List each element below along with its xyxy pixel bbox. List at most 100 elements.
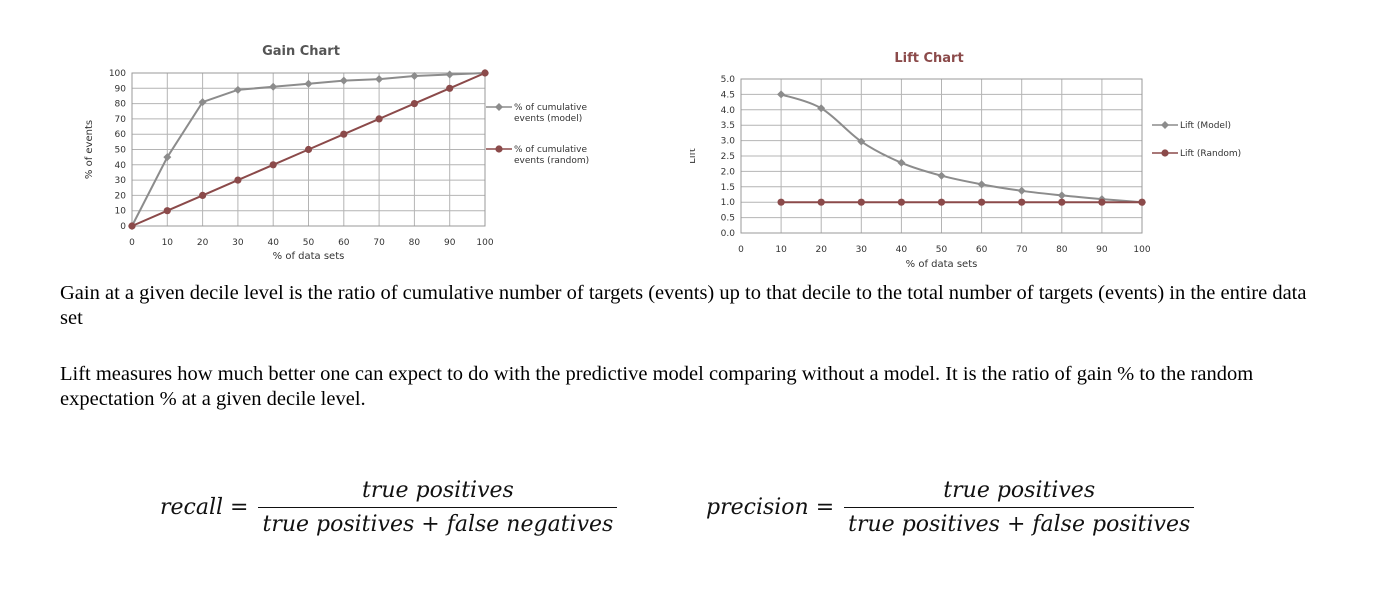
x-tick-label: 40 — [267, 238, 279, 248]
recall-numerator: true positives — [362, 478, 514, 503]
recall-denominator: true positives + false negatives — [258, 507, 618, 537]
series-1-point — [777, 198, 785, 206]
x-tick-label: 100 — [1133, 245, 1150, 255]
y-tick-label: 2.5 — [721, 152, 735, 162]
legend-label: % of cumulative — [514, 145, 587, 155]
legend-label: Lift (Random) — [1180, 149, 1241, 159]
y-tick-label: 80 — [115, 100, 127, 110]
series-1-point — [128, 222, 136, 230]
x-tick-label: 100 — [476, 238, 493, 248]
series-0-point — [198, 98, 207, 107]
chart-title: Gain Chart — [262, 44, 340, 59]
x-tick-label: 0 — [738, 245, 744, 255]
recall-formula: recall = true positives true positives +… — [160, 478, 618, 537]
plot-frame — [131, 72, 486, 227]
series-1-point — [410, 100, 418, 108]
x-tick-label: 0 — [129, 238, 135, 248]
y-tick-label: 40 — [115, 161, 127, 171]
series-0-point — [1017, 186, 1026, 195]
series-1-point — [269, 161, 277, 169]
series-0-point — [937, 171, 946, 180]
series-1-point — [978, 198, 986, 206]
y-tick-label: 3.5 — [721, 121, 735, 131]
x-tick-label: 20 — [197, 238, 209, 248]
precision-numerator: true positives — [943, 478, 1096, 503]
x-tick-label: 20 — [815, 245, 827, 255]
y-tick-label: 0.5 — [721, 214, 735, 224]
x-tick-label: 90 — [444, 238, 456, 248]
x-tick-label: 80 — [1056, 245, 1068, 255]
x-tick-label: 40 — [896, 245, 908, 255]
series-0-point — [857, 137, 866, 146]
series-0-point — [375, 75, 384, 84]
legend-label: events (random) — [514, 156, 589, 166]
gain-definition: Gain at a given decile level is the rati… — [60, 282, 1307, 329]
series-1-point — [199, 191, 207, 199]
series-0-point — [304, 79, 313, 88]
series-1-point — [234, 176, 242, 184]
series-1-point — [481, 69, 489, 77]
y-tick-label: 1.5 — [721, 183, 735, 193]
y-tick-label: 1.0 — [721, 198, 736, 208]
x-tick-label: 70 — [373, 238, 385, 248]
y-tick-label: 70 — [115, 115, 127, 125]
y-axis-title: Lift — [690, 148, 698, 164]
gain-chart: Gain Chart 0 10 20 30 40 50 60 70 80 90 100 0 10 20 30 4… — [84, 44, 589, 262]
series-0-point — [897, 158, 906, 167]
series-0-point — [777, 90, 786, 99]
recall-fraction: true positives true positives + false ne… — [258, 478, 618, 537]
y-tick-label: 90 — [115, 84, 127, 94]
plot-frame — [740, 78, 1143, 234]
recall-lhs: recall = — [160, 495, 249, 520]
series-0-point — [233, 85, 242, 94]
y-tick-label: 50 — [115, 146, 127, 156]
series-1-point — [1161, 149, 1169, 157]
x-tick-label: 60 — [976, 245, 988, 255]
legend-label: events (model) — [514, 114, 582, 124]
x-tick-label: 10 — [162, 238, 174, 248]
series-0-point — [410, 72, 419, 81]
x-tick-label: 70 — [1016, 245, 1028, 255]
series-0-point — [163, 153, 172, 162]
x-tick-label: 50 — [936, 245, 948, 255]
series-1-point — [817, 198, 825, 206]
x-tick-label: 60 — [338, 238, 350, 248]
series-1-point — [446, 84, 454, 92]
y-tick-label: 2.0 — [721, 167, 736, 177]
series-0-point — [339, 76, 348, 85]
series-0-point — [977, 180, 986, 189]
series-1-point — [857, 198, 865, 206]
lift-definition: Lift measures how much better one can ex… — [60, 363, 1254, 410]
precision-denominator: true positives + false positives — [844, 507, 1195, 537]
y-tick-label: 20 — [115, 191, 127, 201]
series-1-point — [163, 207, 171, 215]
y-tick-label: 10 — [115, 207, 127, 217]
x-axis-title: % of data sets — [273, 251, 345, 262]
series-0-point — [1057, 191, 1066, 200]
y-axis-title: % of events — [84, 120, 95, 179]
series-1-point — [495, 145, 503, 153]
series-1-point — [340, 130, 348, 138]
y-tick-label: 0 — [120, 222, 126, 232]
series-0-point — [817, 104, 826, 113]
x-tick-label: 30 — [232, 238, 244, 248]
series-0-point — [1161, 121, 1169, 129]
x-tick-label: 50 — [303, 238, 315, 248]
series-1-point — [897, 198, 905, 206]
series-1-point — [1018, 198, 1026, 206]
series-1-point — [937, 198, 946, 206]
x-tick-label: 80 — [409, 238, 421, 248]
x-axis-title: % of data sets — [906, 259, 978, 270]
y-tick-label: 100 — [109, 69, 126, 79]
y-tick-label: 3.0 — [721, 137, 736, 147]
legend-label: % of cumulative — [514, 103, 587, 113]
precision-lhs: precision = — [706, 495, 835, 520]
legend-label: Lift (Model) — [1180, 121, 1231, 131]
series-1-point — [1058, 198, 1066, 206]
y-tick-label: 4.5 — [721, 90, 735, 100]
series-1-point — [304, 145, 313, 154]
series-0-point — [269, 82, 278, 91]
precision-fraction: true positives true positives + false po… — [844, 478, 1195, 537]
y-tick-label: 5.0 — [721, 75, 736, 85]
x-tick-label: 30 — [856, 245, 868, 255]
